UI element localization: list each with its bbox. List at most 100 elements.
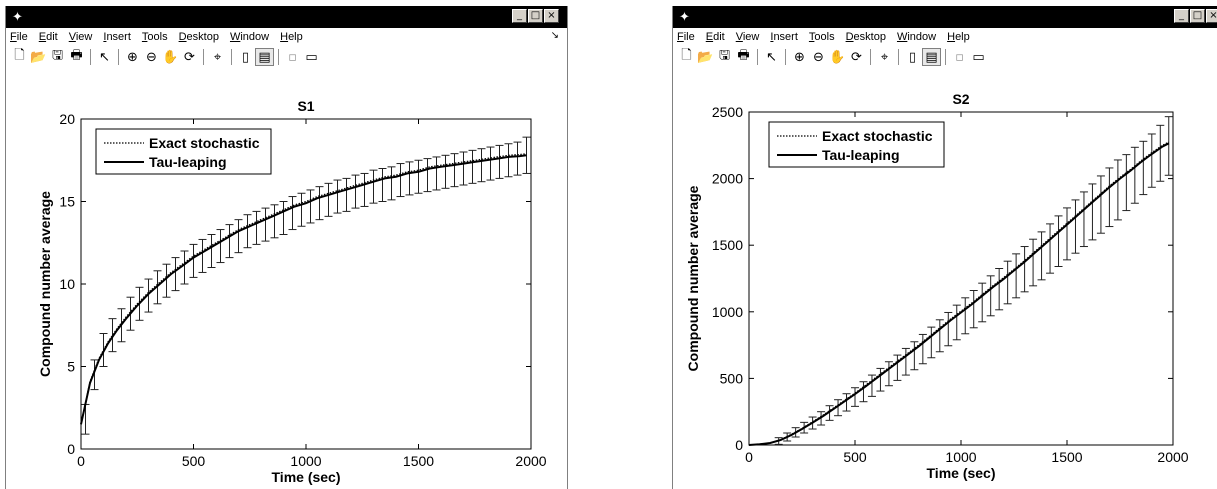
error-bar <box>324 182 333 217</box>
plot-s2: 0 500 1000 1500 2000 0 500 1000 1500 2000 2500 S2 Ti… <box>673 68 1217 489</box>
error-bar <box>423 158 432 193</box>
error-bar <box>216 229 225 264</box>
pan-icon[interactable]: ✋ <box>162 49 179 65</box>
zoom-in-icon[interactable]: ⊕ <box>127 49 138 65</box>
open-file-icon[interactable]: 📂 <box>30 49 47 65</box>
error-bar <box>189 243 198 278</box>
menu-file[interactable]: File <box>677 31 695 43</box>
matlab-figure-icon: ✦ <box>679 9 690 24</box>
rotate-3d-icon[interactable]: ⟳ <box>851 49 862 65</box>
error-bar <box>867 374 876 397</box>
y-tick-label: 500 <box>720 370 744 386</box>
error-bar <box>504 143 513 178</box>
error-bar <box>225 224 234 259</box>
error-bar <box>961 297 970 335</box>
menu-view[interactable]: View <box>68 31 93 43</box>
error-bar <box>369 169 378 204</box>
rotate-3d-icon[interactable]: ⟳ <box>184 49 195 65</box>
hide-plot-tools-icon[interactable]: ▫ <box>288 49 297 65</box>
minimize-icon[interactable]: _ <box>512 9 527 23</box>
hide-plot-tools-icon[interactable]: ▫ <box>955 49 964 65</box>
print-icon[interactable]: 🖶 <box>737 48 750 63</box>
legend-icon[interactable]: ▤ <box>255 48 274 66</box>
data-cursor-icon[interactable]: ⌖ <box>880 49 889 65</box>
error-bar <box>927 326 936 359</box>
error-bar <box>842 393 851 412</box>
zoom-out-icon[interactable]: ⊖ <box>146 49 157 65</box>
show-plot-tools-icon[interactable]: ▭ <box>972 49 985 65</box>
legend-icon[interactable]: ▤ <box>922 48 941 66</box>
error-bar <box>952 304 961 341</box>
figure-toolbar: 🗋 📂 🖫 🖶 ↖ ⊕ ⊖ ✋ ⟳ ⌖ ▯ ▤ ▫ ▭ <box>673 46 1217 69</box>
close-icon[interactable]: × <box>1206 9 1217 23</box>
menu-window[interactable]: Window <box>229 31 270 43</box>
menu-edit[interactable]: Edit <box>38 31 58 43</box>
menu-tools[interactable]: Tools <box>141 31 168 43</box>
save-icon[interactable]: 🖫 <box>718 48 731 63</box>
new-figure-icon[interactable]: 🗋 <box>681 48 692 63</box>
pointer-icon[interactable]: ↖ <box>99 49 110 65</box>
menu-view[interactable]: View <box>735 31 760 43</box>
menu-window[interactable]: Window <box>896 31 937 43</box>
minimize-icon[interactable]: _ <box>1174 9 1189 23</box>
maximize-icon[interactable]: □ <box>528 9 543 23</box>
y-tick-label: 0 <box>67 441 75 457</box>
error-bar <box>986 275 995 317</box>
title-bar[interactable]: ✦ _ □ × <box>673 6 1217 28</box>
x-tick-label: 0 <box>77 453 85 469</box>
zoom-in-icon[interactable]: ⊕ <box>794 49 805 65</box>
colorbar-icon[interactable]: ▯ <box>908 49 917 65</box>
menu-help[interactable]: Help <box>280 31 303 43</box>
title-bar[interactable]: ✦ _ □ × <box>6 6 567 28</box>
error-bar <box>1020 246 1029 293</box>
menu-insert[interactable]: Insert <box>770 31 798 43</box>
zoom-out-icon[interactable]: ⊖ <box>813 49 824 65</box>
error-bar <box>432 156 441 191</box>
figure-toolbar: 🗋 📂 🖫 🖶 ↖ ⊕ ⊖ ✋ ⟳ ⌖ ▯ ▤ ▫ ▭ <box>6 46 567 69</box>
error-bar <box>207 234 216 268</box>
x-tick-label: 500 <box>182 453 206 469</box>
menu-tools[interactable]: Tools <box>808 31 835 43</box>
data-cursor-icon[interactable]: ⌖ <box>213 49 222 65</box>
menu-edit[interactable]: Edit <box>705 31 725 43</box>
y-tick-label: 2500 <box>712 104 743 120</box>
new-figure-icon[interactable]: 🗋 <box>14 48 25 63</box>
error-bar <box>859 381 868 403</box>
error-bar <box>144 278 153 313</box>
toolbar-separator <box>785 49 786 65</box>
error-bar <box>1037 231 1046 281</box>
error-bar <box>441 154 450 189</box>
y-tick-label: 1500 <box>712 237 743 253</box>
chart-title: S1 <box>297 98 314 114</box>
error-bar <box>1096 175 1105 234</box>
error-bar <box>969 289 978 329</box>
error-bar <box>333 179 342 214</box>
error-bar <box>825 405 834 421</box>
menu-desktop[interactable]: Desktop <box>178 31 219 43</box>
error-bar <box>306 189 315 224</box>
toolbar-separator <box>945 49 946 65</box>
save-icon[interactable]: 🖫 <box>51 48 64 63</box>
menu-desktop[interactable]: Desktop <box>845 31 886 43</box>
close-icon[interactable]: × <box>544 9 559 23</box>
error-bar <box>1054 215 1063 268</box>
colorbar-icon[interactable]: ▯ <box>241 49 250 65</box>
show-plot-tools-icon[interactable]: ▭ <box>305 49 318 65</box>
error-bar <box>918 333 927 365</box>
print-icon[interactable]: 🖶 <box>70 48 83 63</box>
error-bar <box>513 141 522 176</box>
dock-arrow-icon[interactable]: ↘ <box>550 30 559 41</box>
error-bar <box>234 219 243 254</box>
menu-file[interactable]: File <box>10 31 28 43</box>
error-bar <box>450 153 459 188</box>
pan-icon[interactable]: ✋ <box>829 49 846 65</box>
x-tick-label: 1000 <box>290 453 321 469</box>
menu-help[interactable]: Help <box>947 31 970 43</box>
pointer-icon[interactable]: ↖ <box>766 49 777 65</box>
maximize-icon[interactable]: □ <box>1190 9 1205 23</box>
error-bar <box>1105 167 1114 228</box>
error-bar <box>279 201 288 235</box>
open-file-icon[interactable]: 📂 <box>697 49 714 65</box>
menu-insert[interactable]: Insert <box>103 31 131 43</box>
error-bar <box>261 207 270 242</box>
